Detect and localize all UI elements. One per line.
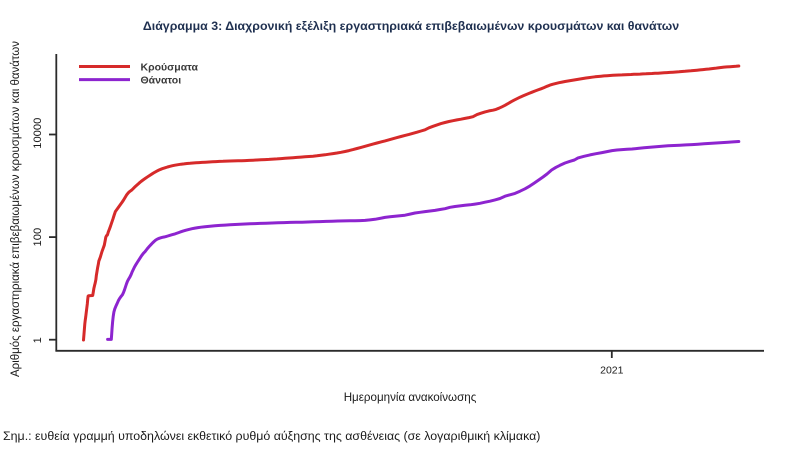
svg-text:1: 1 — [32, 337, 44, 343]
svg-text:100: 100 — [32, 228, 44, 247]
svg-text:Κρούσματα: Κρούσματα — [141, 62, 199, 74]
svg-text:Ημερομηνία ανακοίνωσης: Ημερομηνία ανακοίνωσης — [344, 391, 477, 404]
svg-text:Αριθμός εργαστηριακά επιβεβαιω: Αριθμός εργαστηριακά επιβεβαιωμένων κρου… — [10, 41, 22, 377]
svg-text:2021: 2021 — [600, 365, 624, 377]
svg-text:10000: 10000 — [32, 118, 44, 149]
svg-text:Θάνατοι: Θάνατοι — [141, 75, 182, 87]
svg-text:Σημ.: ευθεία γραμμή υποδηλώνει: Σημ.: ευθεία γραμμή υποδηλώνει εκθετικό … — [3, 429, 540, 443]
svg-text:Διάγραμμα 3: Διαχρονική εξέλιξ: Διάγραμμα 3: Διαχρονική εξέλιξη εργαστηρ… — [143, 19, 679, 33]
